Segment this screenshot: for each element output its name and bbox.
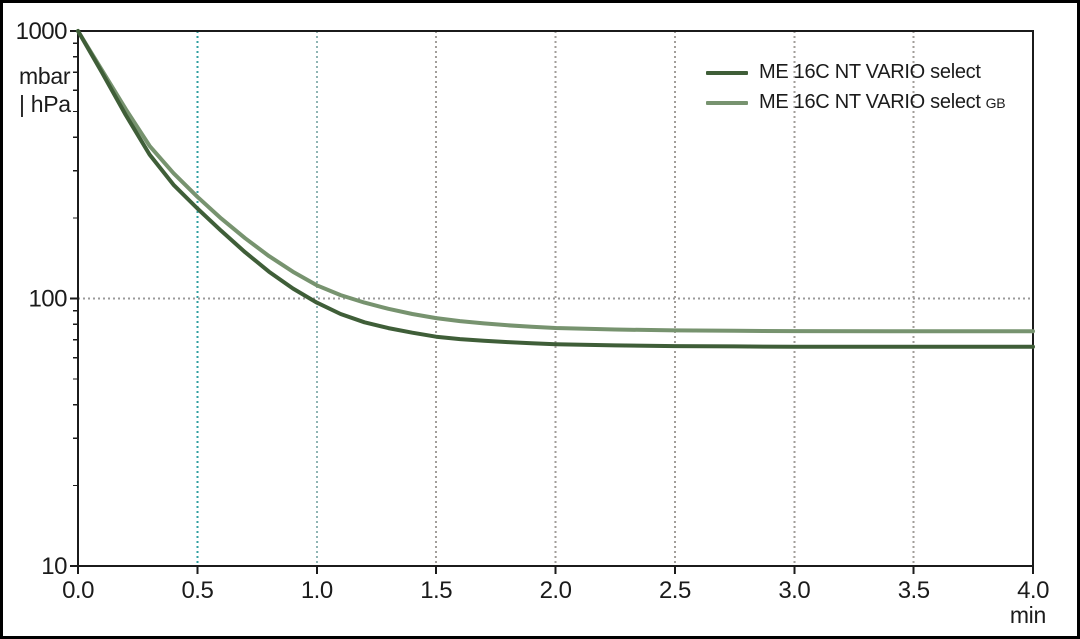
y-axis-unit-label: mbar | hPa xyxy=(19,62,71,118)
pumpdown-chart-plot: 0.0 0.5 1.0 1.5 2.0 2.5 3.0 3.5 4.0 1000 100 10 xyxy=(16,18,1050,604)
legend-swatch-light-green xyxy=(706,100,748,105)
x-tick-label: 2.0 xyxy=(540,577,572,604)
series-curve-me-16c-nt-vario-select-gb xyxy=(76,29,1035,334)
legend-label-select: ME 16C NT VARIO select xyxy=(759,61,981,83)
y-tick-label: 10 xyxy=(41,553,67,580)
x-tick-label: 3.0 xyxy=(778,577,810,604)
legend-suffix-gb: GB xyxy=(985,95,1006,111)
x-tick-label: 1.0 xyxy=(301,577,333,604)
x-tick-label: 0.0 xyxy=(62,577,94,604)
legend-entry-me16c-nt-vario-select: ME 16C NT VARIO select xyxy=(706,60,1005,85)
x-tick-label: 4.0 xyxy=(1017,577,1049,604)
legend-label-select-gb: ME 16C NT VARIO select xyxy=(759,91,981,113)
legend: ME 16C NT VARIO select ME 16C NT VARIO s… xyxy=(706,60,1006,115)
y-tick-label: 1000 xyxy=(16,18,68,45)
y-axis-unit-hpa: | hPa xyxy=(19,91,71,117)
legend-entry-me16c-nt-vario-select-gb: ME 16C NT VARIO select GB xyxy=(706,90,1006,115)
legend-swatch-dark-green xyxy=(706,70,748,75)
x-axis-unit-label: min xyxy=(1009,602,1046,628)
y-tick-label: 100 xyxy=(28,286,67,313)
x-tick-label: 2.5 xyxy=(659,577,691,604)
x-tick-label: 0.5 xyxy=(181,577,213,604)
series-curve-me-16c-nt-vario-select xyxy=(76,29,1035,349)
x-tick-label: 1.5 xyxy=(420,577,452,604)
y-axis-unit-mbar: mbar xyxy=(19,63,71,89)
x-tick-label: 3.5 xyxy=(898,577,930,604)
